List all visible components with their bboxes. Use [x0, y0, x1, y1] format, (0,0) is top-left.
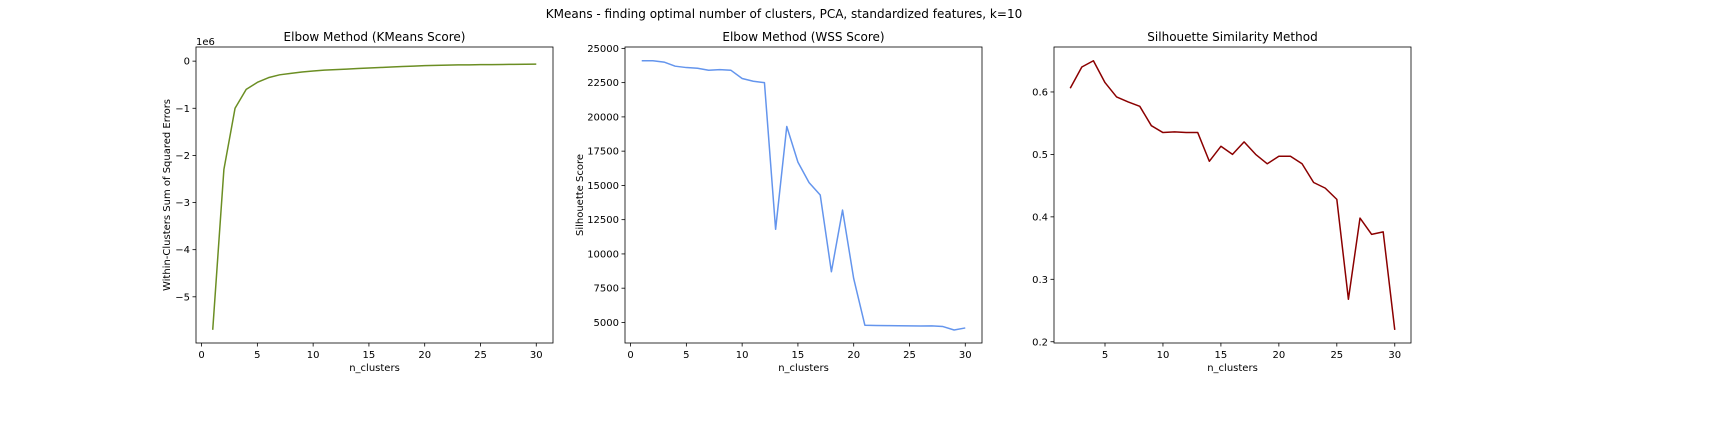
series-line-1 [1069, 59, 1396, 330]
figure-suptitle: KMeans - finding optimal number of clust… [546, 7, 1022, 21]
y-tick-label: 0.3 [1032, 275, 1048, 286]
x-tick-label: 10 [1157, 350, 1170, 361]
y-tick-label: −4 [175, 245, 190, 256]
y-offset-text: 1e6 [196, 37, 215, 48]
x-tick-label: 30 [1388, 350, 1401, 361]
y-tick-label: −5 [175, 292, 190, 303]
x-tick-label: 25 [903, 350, 916, 361]
y-tick-label: 20000 [587, 112, 619, 123]
x-tick-label: 5 [1102, 350, 1108, 361]
subplot-3: Silhouette Similarity Method 5 10 15 20 25 30 0… [1032, 30, 1412, 374]
x-axis-label: n_clusters [1207, 363, 1258, 374]
y-tick-label: 0 [184, 57, 190, 68]
x-tick-label: 15 [1215, 350, 1228, 361]
y-tick-label: 0.5 [1032, 150, 1048, 161]
y-axis-label: Within-Clusters Sum of Squared Errors [162, 99, 173, 291]
x-axis-label: n_clusters [778, 363, 829, 374]
y-tick-label: 0.4 [1032, 212, 1048, 223]
x-tick-label: 25 [1330, 350, 1343, 361]
y-tick-label: −1 [175, 104, 190, 115]
x-tick-label: 25 [474, 350, 487, 361]
x-tick-label: 5 [254, 350, 260, 361]
x-tick-label: 30 [959, 350, 972, 361]
x-tick-label: 10 [736, 350, 749, 361]
y-tick-label: −3 [175, 198, 190, 209]
x-tick-label: 15 [792, 350, 805, 361]
axes-frame [1053, 46, 1412, 344]
y-tick-label: 17500 [587, 147, 619, 158]
x-tick-label: 10 [307, 350, 320, 361]
y-tick-label: 15000 [587, 181, 619, 192]
x-tick-label: 20 [418, 350, 431, 361]
y-tick-label: 5000 [594, 318, 619, 329]
x-tick-label: 15 [363, 350, 376, 361]
y-tick-label: 0.6 [1032, 87, 1048, 98]
series-line-1 [641, 59, 966, 331]
y-tick-label: 25000 [587, 44, 619, 55]
x-tick-label: 5 [683, 350, 689, 361]
x-tick-label: 20 [1272, 350, 1285, 361]
series-line-1 [211, 63, 537, 330]
subplot-title: Silhouette Similarity Method [1147, 30, 1317, 44]
axes-frame [624, 46, 983, 344]
x-tick-label: 0 [627, 350, 633, 361]
y-tick-label: −2 [175, 151, 190, 162]
y-tick-label: 22500 [587, 78, 619, 89]
x-axis-label: n_clusters [349, 363, 400, 374]
axes-frame [195, 46, 554, 344]
subplot-2: Elbow Method (WSS Score) 0 5 10 15 20 25 30 5000… [575, 30, 983, 374]
subplot-title: Elbow Method (WSS Score) [722, 30, 884, 44]
subplots: Elbow Method (KMeans Score) 0 5 10 15 20 25 30 0… [162, 30, 1412, 374]
x-tick-label: 20 [847, 350, 860, 361]
y-tick-label: 10000 [587, 249, 619, 260]
x-tick-label: 0 [198, 350, 204, 361]
subplot-title: Elbow Method (KMeans Score) [284, 30, 466, 44]
subplot-1: Elbow Method (KMeans Score) 0 5 10 15 20 25 30 0… [162, 30, 554, 374]
y-tick-label: 12500 [587, 215, 619, 226]
y-axis-label: Silhouette Score [575, 154, 586, 236]
x-tick-label: 30 [530, 350, 543, 361]
y-tick-label: 7500 [594, 284, 619, 295]
y-tick-label: 0.2 [1032, 337, 1048, 348]
